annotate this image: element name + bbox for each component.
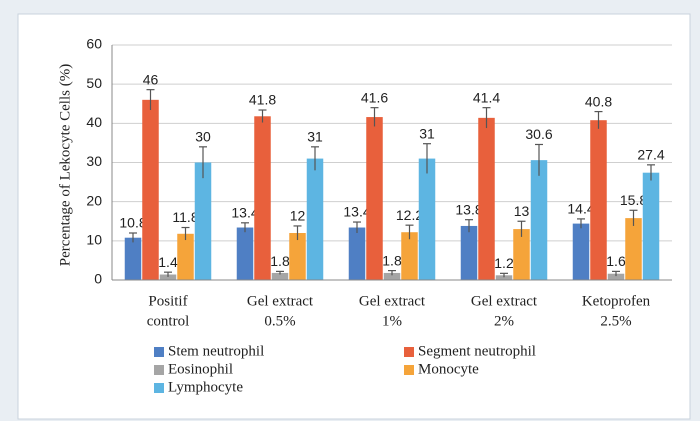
y-axis-label: Percentage of Lekocyte Cells (%) [57, 64, 73, 266]
bar [124, 237, 142, 280]
data-label: 15.8 [620, 192, 647, 208]
bar [418, 158, 436, 280]
x-tick-label: Gel extract [471, 293, 538, 309]
bar [590, 120, 607, 280]
legend-swatch [154, 347, 164, 357]
data-label: 13.4 [231, 205, 258, 221]
data-label: 41.6 [361, 89, 388, 105]
data-label: 13.8 [455, 201, 482, 217]
y-tick-label: 40 [86, 114, 102, 130]
data-label: 12.2 [396, 207, 423, 223]
legend-label: Eosinophil [168, 361, 233, 377]
bar [625, 218, 642, 280]
bar [572, 223, 590, 280]
bar [194, 162, 212, 280]
x-tick-label: Gel extract [359, 293, 426, 309]
bar [460, 225, 478, 280]
legend-label: Stem neutrophil [168, 343, 264, 359]
data-label: 30 [195, 129, 211, 145]
bar [495, 275, 513, 280]
x-tick-label: 2.5% [600, 313, 631, 329]
data-label: 14.4 [567, 201, 594, 217]
bar [159, 274, 177, 280]
data-label: 1.2 [494, 255, 514, 271]
data-label: 41.4 [473, 89, 500, 105]
bar [142, 99, 159, 280]
bar [642, 172, 660, 280]
data-label: 13 [514, 203, 530, 219]
data-label: 27.4 [637, 147, 664, 163]
y-tick-label: 50 [86, 75, 102, 91]
bar [254, 116, 271, 281]
data-label: 11.8 [172, 209, 198, 225]
y-tick-label: 60 [86, 36, 102, 52]
x-tick-label: 1% [382, 313, 402, 329]
legend-label: Segment neutrophil [418, 343, 536, 359]
data-label: 30.6 [525, 126, 552, 142]
bar [478, 117, 495, 280]
data-label: 41.8 [249, 92, 276, 108]
y-tick-label: 30 [86, 153, 102, 169]
data-label: 12 [290, 208, 306, 224]
bar [289, 233, 306, 280]
data-label: 31 [419, 125, 435, 141]
y-tick-label: 10 [86, 232, 102, 248]
bar [348, 227, 366, 280]
bar [607, 273, 625, 280]
y-tick-label: 0 [94, 271, 102, 287]
x-tick-label: Ketoprofen [582, 293, 651, 309]
legend-swatch [404, 365, 414, 375]
legend-swatch [404, 347, 414, 357]
y-tick-label: 20 [86, 192, 102, 208]
legend-swatch [154, 365, 164, 375]
data-label: 1.4 [158, 254, 178, 270]
data-label: 1.6 [606, 253, 626, 269]
x-tick-label: 0.5% [264, 313, 295, 329]
bar [401, 232, 418, 280]
data-label: 1.8 [270, 253, 290, 269]
data-label: 31 [307, 129, 323, 145]
bar [530, 160, 548, 280]
bar [383, 272, 401, 280]
data-label: 10.8 [119, 215, 146, 231]
legend-label: Lymphocyte [168, 379, 243, 395]
bar [236, 227, 254, 280]
bar [366, 117, 383, 280]
chart-frame [17, 13, 691, 420]
data-label: 13.4 [343, 204, 370, 220]
legend-label: Monocyte [418, 361, 479, 377]
bar [271, 272, 289, 280]
x-tick-label: 2% [494, 313, 514, 329]
x-tick-label: control [147, 313, 190, 329]
x-tick-label: Gel extract [247, 293, 314, 309]
data-label: 46 [143, 71, 159, 87]
bar [513, 229, 530, 280]
bar [177, 233, 194, 280]
bar [306, 158, 324, 280]
legend-swatch [154, 383, 164, 393]
data-label: 1.8 [382, 252, 402, 268]
data-label: 40.8 [585, 93, 612, 109]
x-tick-label: Positif [148, 293, 187, 309]
